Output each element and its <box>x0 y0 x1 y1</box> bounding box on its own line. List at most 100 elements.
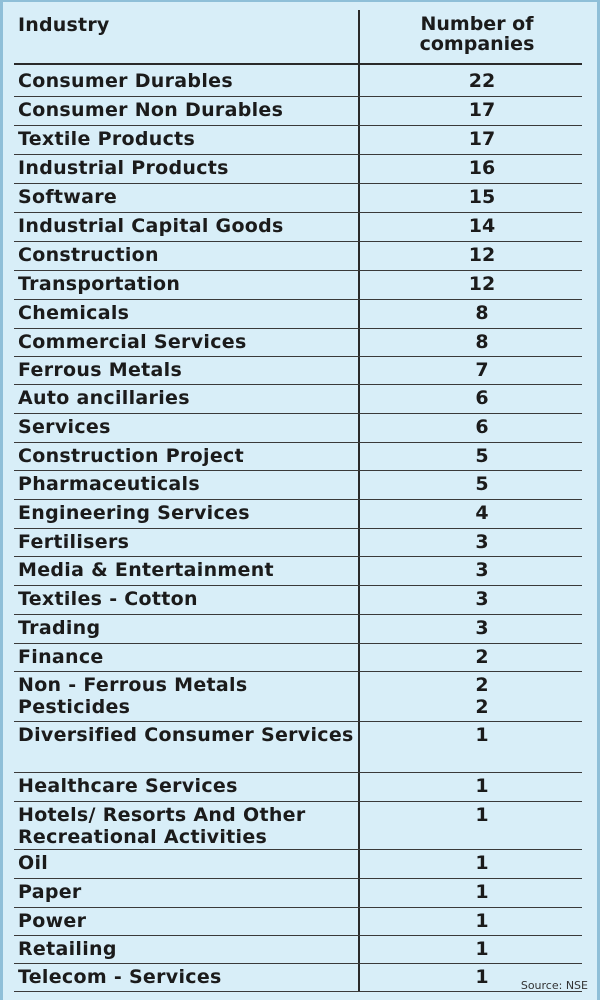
count-cell: 1 <box>475 852 489 874</box>
table-row: Pharmaceuticals 5 <box>14 471 582 500</box>
row-rule <box>14 671 582 672</box>
row-rule <box>14 212 582 213</box>
table-row: Retailing 1 <box>14 936 582 964</box>
row-rule <box>14 356 582 357</box>
table-row: Textiles - Cotton 3 <box>14 586 582 615</box>
industry-cell: Services <box>18 416 111 438</box>
row-rule <box>14 442 582 443</box>
table-row: Transportation 12 <box>14 271 582 300</box>
industry-cell: Software <box>18 186 118 208</box>
count-cell: 6 <box>475 387 489 409</box>
count-cell: 6 <box>475 416 489 438</box>
table-row: Consumer Non Durables 17 <box>14 97 582 126</box>
table-row: Pesticides 2 <box>14 694 582 722</box>
row-rule <box>14 614 582 615</box>
industry-cell: Auto ancillaries <box>18 387 190 409</box>
count-cell: 17 <box>468 128 496 150</box>
table-row: Software 15 <box>14 184 582 213</box>
row-rule <box>14 299 582 300</box>
row-rule <box>14 528 582 529</box>
row-rule <box>14 154 582 155</box>
industry-cell: Engineering Services <box>18 502 250 524</box>
industry-cell: Power <box>18 910 87 932</box>
table-row: Diversified Consumer Services 1 <box>14 722 582 773</box>
count-cell: 2 <box>475 696 489 718</box>
table-row: Engineering Services 4 <box>14 500 582 529</box>
industry-cell: Finance <box>18 646 104 668</box>
table-row: Fertilisers 3 <box>14 529 582 557</box>
industry-cell: Transportation <box>18 273 181 295</box>
row-rule <box>14 328 582 329</box>
industry-cell: Non - Ferrous Metals <box>18 674 248 696</box>
count-cell: 5 <box>475 473 489 495</box>
row-rule <box>14 907 582 908</box>
industry-cell: Trading <box>18 617 101 639</box>
count-cell: 1 <box>475 804 489 826</box>
industry-cell: Construction <box>18 244 159 266</box>
industry-cell: Fertilisers <box>18 531 130 553</box>
row-rule <box>14 849 582 850</box>
industry-cell: Consumer Durables <box>18 70 233 92</box>
industry-cell: Hotels/ Resorts And Other Recreational A… <box>18 804 306 848</box>
industry-cell: Telecom - Services <box>18 966 222 988</box>
table-row: Industrial Capital Goods 14 <box>14 213 582 242</box>
count-cell: 14 <box>468 215 496 237</box>
table-row: Construction Project 5 <box>14 443 582 471</box>
row-rule <box>14 991 582 992</box>
industry-cell: Pharmaceuticals <box>18 473 200 495</box>
table-row: Healthcare Services 1 <box>14 773 582 802</box>
industry-cell: Oil <box>18 852 49 874</box>
industry-cell: Healthcare Services <box>18 775 238 797</box>
row-rule <box>14 270 582 271</box>
industry-cell: Diversified Consumer Services <box>18 724 354 746</box>
industry-cell: Consumer Non Durables <box>18 99 284 121</box>
table-row: Industrial Products 16 <box>14 155 582 184</box>
count-cell: 1 <box>475 910 489 932</box>
table-row: Hotels/ Resorts And Other Recreational A… <box>14 802 582 850</box>
table-row: Power 1 <box>14 908 582 936</box>
count-cell: 7 <box>475 359 489 381</box>
industry-cell: Construction Project <box>18 445 244 467</box>
header-industry: Industry <box>18 14 110 36</box>
header-count-line1: Number of <box>420 13 534 35</box>
count-cell: 3 <box>475 531 489 553</box>
table-row: Commercial Services 8 <box>14 329 582 357</box>
count-cell: 17 <box>468 99 496 121</box>
table-row: Finance 2 <box>14 644 582 672</box>
count-cell: 1 <box>475 724 489 746</box>
count-cell: 12 <box>468 273 496 295</box>
count-cell: 12 <box>468 244 496 266</box>
row-rule <box>14 643 582 644</box>
table-row: Ferrous Metals 7 <box>14 357 582 385</box>
row-rule <box>14 470 582 471</box>
industry-cell: Paper <box>18 881 82 903</box>
industry-cell: Textiles - Cotton <box>18 588 198 610</box>
count-cell: 5 <box>475 445 489 467</box>
row-rule <box>14 772 582 773</box>
header-number-of-companies: Number of companies <box>372 14 582 54</box>
table-row: Construction 12 <box>14 242 582 271</box>
table-row: Trading 3 <box>14 615 582 644</box>
count-cell: 1 <box>475 881 489 903</box>
count-cell: 3 <box>475 617 489 639</box>
count-cell: 1 <box>475 938 489 960</box>
industry-cell: Retailing <box>18 938 117 960</box>
count-cell: 2 <box>475 674 489 696</box>
table-row: Paper 1 <box>14 879 582 908</box>
row-rule <box>14 935 582 936</box>
count-cell: 8 <box>475 331 489 353</box>
row-rule <box>14 963 582 964</box>
row-rule <box>14 125 582 126</box>
count-cell: 1 <box>475 966 489 988</box>
table-row: Auto ancillaries 6 <box>14 385 582 414</box>
industry-cell: Media & Entertainment <box>18 559 274 581</box>
table-row: Telecom - Services 1 <box>14 964 582 992</box>
row-rule <box>14 183 582 184</box>
row-rule <box>14 96 582 97</box>
count-cell: 3 <box>475 559 489 581</box>
count-cell: 15 <box>468 186 496 208</box>
count-cell: 4 <box>475 502 489 524</box>
table-row: Consumer Durables 22 <box>14 68 582 97</box>
column-divider <box>358 10 360 992</box>
